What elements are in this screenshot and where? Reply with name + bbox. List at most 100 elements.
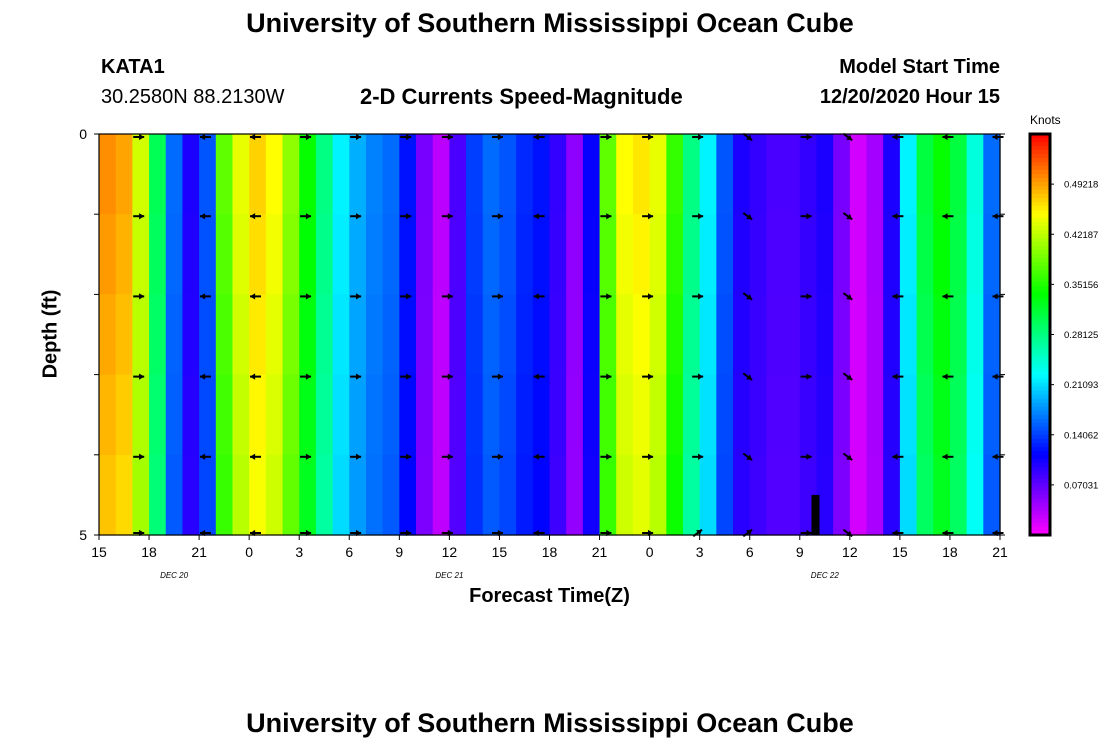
heatmap-cell [499,214,517,295]
colorbar-segment [1030,218,1050,223]
heatmap-cell [349,374,367,456]
heatmap-cell [482,214,501,295]
heatmap-cell [432,454,450,536]
colorbar-segment [1030,270,1050,275]
heatmap-cell [399,374,417,456]
colorbar-tick-label: 0.35156 [1064,280,1098,291]
heatmap-cell [132,214,150,295]
x-tick-label: 15 [492,544,508,560]
current-vector-arrow [892,453,904,460]
heatmap-cell [249,294,267,376]
heatmap-cell [232,214,250,295]
station-coordinates: 30.2580N 88.2130W [101,86,285,108]
current-vector-arrow [800,373,812,380]
heatmap-cell [516,454,534,536]
heatmap-cell [299,374,317,456]
colorbar-segment [1030,390,1050,396]
heatmap-cell [716,294,734,376]
colorbar-segment [1030,346,1050,352]
colorbar-segment [1030,290,1050,295]
colorbar-segment [1030,422,1050,428]
heatmap-cell [365,214,384,295]
heatmap-cell [716,454,734,536]
heatmap-cell [249,374,267,456]
heatmap-cell [432,374,450,456]
heatmap-cell [632,214,651,295]
y-tick-label: 0 [79,126,87,142]
heatmap-cell [265,294,284,376]
model-start-value: 12/20/2020 Hour 15 [819,86,1000,108]
colorbar-segment [1030,254,1050,259]
heatmap-cell [816,374,834,456]
heatmap-cell [949,134,968,215]
heatmap-cell [733,294,751,376]
heatmap-cell [499,454,517,536]
current-vector-arrow [533,373,545,380]
heatmap-cell [616,214,634,295]
colorbar-segment [1030,410,1050,416]
heatmap-cell [232,374,250,456]
heatmap-cell [716,214,734,295]
colorbar-segment [1030,250,1050,255]
colorbar: 0.49218 0.42187 0.35156 0.28125 0.21093 0.140… [1028,132,1098,537]
colorbar-segment [1030,490,1050,496]
heatmap-cell [599,214,617,295]
heatmap-cell [365,294,384,376]
colorbar-segment [1030,134,1050,139]
heatmap-cell [716,134,734,215]
current-vector-arrow [533,213,545,220]
heatmap-cell [933,134,951,215]
colorbar-segment [1030,294,1050,300]
colorbar-segment [1030,210,1050,215]
colorbar-segment [1030,310,1050,316]
colorbar-segment [1030,286,1050,291]
current-vector-arrow [692,133,704,141]
heatmap-cell [449,454,467,536]
heatmap-cell [649,134,667,215]
heatmap-cell [382,134,400,215]
current-vector-arrow [133,453,145,460]
current-vector-arrow [350,293,362,300]
current-vector-arrow [642,373,654,380]
heatmap-cell [499,134,517,215]
heatmap-cell [866,454,884,536]
heatmap-cell [549,134,567,215]
current-vector-arrow [800,133,812,141]
current-vector-arrow [199,453,211,460]
heatmap-cell [566,374,584,456]
heatmap-cell [866,374,884,456]
heatmap-cell [349,454,367,536]
heatmap-cell [482,294,501,376]
heatmap-cell [766,294,784,376]
colorbar-segment [1030,370,1050,376]
heatmap-cell [416,454,434,536]
heatmap-cell [365,134,384,215]
current-vector-arrow [692,373,704,380]
heatmap-cell [816,214,834,295]
heatmap-cell [983,214,1001,295]
heatmap-cell [315,454,334,536]
heatmap-cell [916,454,934,536]
current-vector-arrow [250,213,262,220]
colorbar-segment [1030,158,1050,163]
current-vector-arrow [300,213,312,220]
heatmap-cell [899,454,918,536]
heatmap-cell [399,134,417,215]
heatmap-cell [332,454,350,536]
colorbar-segment [1030,498,1050,504]
heatmap-cell [516,294,534,376]
colorbar-segment [1030,438,1050,444]
heatmap-cell [799,294,818,376]
current-vector-arrow [400,293,412,300]
heatmap-cell [215,134,234,215]
current-vector-arrow [133,373,145,380]
current-vector-arrow [992,133,1004,141]
current-vector-arrow [842,212,853,221]
heatmap-cell [466,454,484,536]
colorbar-segment [1030,526,1050,532]
current-vector-arrow [600,213,612,220]
colorbar-segment [1030,190,1050,195]
current-vectors [133,132,1004,538]
heatmap-cell [682,454,701,536]
heatmap-cell [382,454,400,536]
